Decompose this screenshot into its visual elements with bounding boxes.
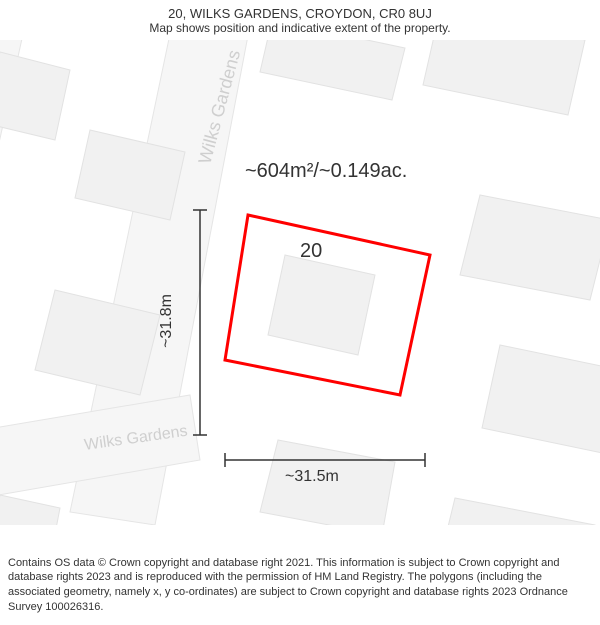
header: 20, WILKS GARDENS, CROYDON, CR0 8UJ Map … xyxy=(0,0,600,37)
area-label: ~604m²/~0.149ac. xyxy=(245,160,407,183)
page-subtitle: Map shows position and indicative extent… xyxy=(10,21,590,35)
map-diagram: Wilks GardensWilks Gardens ~604m²/~0.149… xyxy=(0,40,600,525)
dimension-vertical-label: ~31.8m xyxy=(158,294,176,348)
dimension-horizontal-label: ~31.5m xyxy=(285,468,339,486)
map-svg: Wilks GardensWilks Gardens xyxy=(0,40,600,525)
house-number-label: 20 xyxy=(300,240,322,263)
page-title: 20, WILKS GARDENS, CROYDON, CR0 8UJ xyxy=(10,6,590,21)
copyright-footer: Contains OS data © Crown copyright and d… xyxy=(0,550,600,625)
